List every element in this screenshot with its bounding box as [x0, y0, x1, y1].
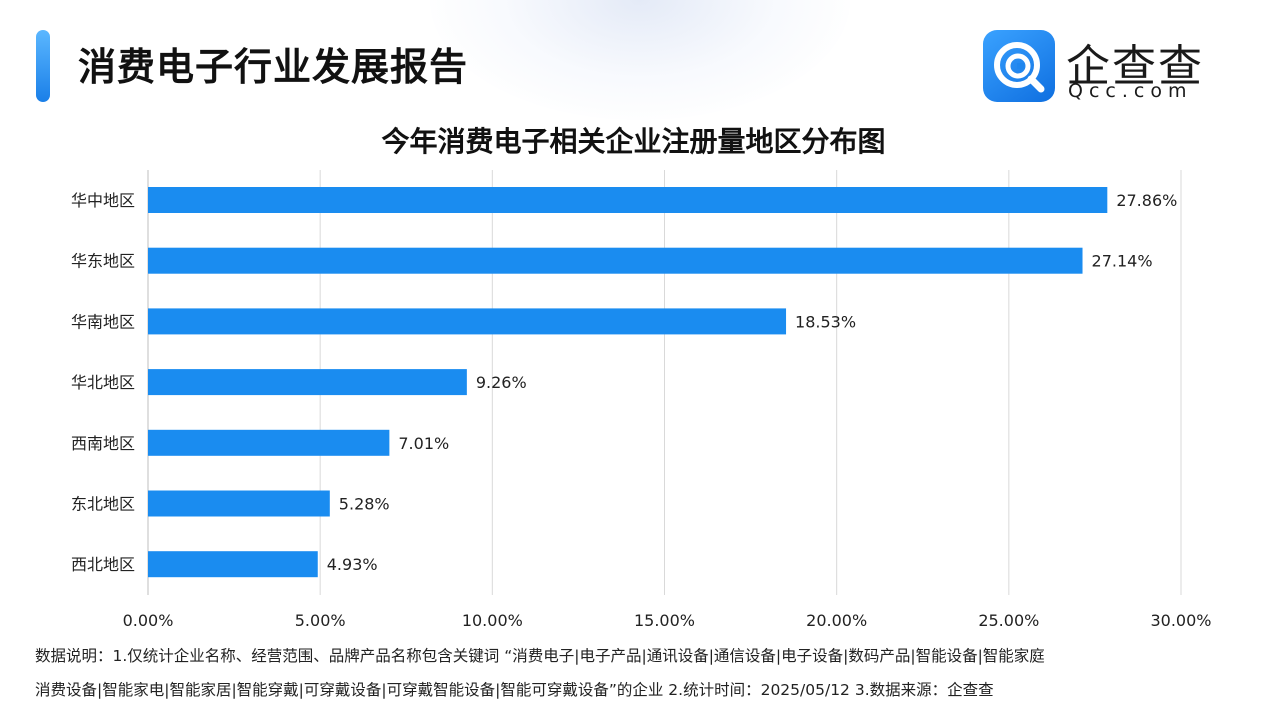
- x-tick-label: 15.00%: [634, 611, 695, 630]
- header-accent-bar: [36, 30, 50, 102]
- category-label: 华北地区: [71, 373, 135, 392]
- logo-domain: Qcc.com: [1068, 80, 1193, 102]
- category-label: 西北地区: [71, 555, 135, 574]
- chart-title: 今年消费电子相关企业注册量地区分布图: [381, 125, 886, 158]
- x-tick-label: 10.00%: [462, 611, 523, 630]
- x-tick-label: 0.00%: [123, 611, 174, 630]
- bar: [148, 490, 330, 517]
- x-tick-label: 30.00%: [1150, 611, 1211, 630]
- data-label: 5.28%: [339, 495, 390, 514]
- data-label: 4.93%: [327, 555, 378, 574]
- qcc-logo-icon: [983, 30, 1055, 102]
- x-tick-label: 5.00%: [295, 611, 346, 630]
- bar: [148, 308, 787, 335]
- category-label: 东北地区: [71, 495, 135, 514]
- data-label: 7.01%: [398, 434, 449, 453]
- data-label: 9.26%: [476, 373, 527, 392]
- bar: [148, 551, 318, 578]
- x-tick-label: 25.00%: [978, 611, 1039, 630]
- x-tick-label: 20.00%: [806, 611, 867, 630]
- report-title: 消费电子行业发展报告: [78, 45, 469, 89]
- logo-name: 企查查: [1066, 41, 1204, 92]
- category-label: 华东地区: [71, 252, 135, 271]
- bar: [148, 187, 1108, 213]
- footnote-line-1: 数据说明：1.仅统计企业名称、经营范围、品牌产品名称包含关键词 “消费电子|电子…: [35, 647, 1045, 665]
- bar: [148, 369, 467, 396]
- category-label: 华中地区: [71, 191, 135, 210]
- data-label: 27.14%: [1092, 252, 1153, 271]
- category-label: 华南地区: [71, 312, 135, 331]
- footnote-line-2: 消费设备|智能家电|智能家居|智能穿戴|可穿戴设备|可穿戴智能设备|智能可穿戴设…: [35, 681, 994, 699]
- category-label: 西南地区: [71, 434, 135, 453]
- bar: [148, 247, 1083, 274]
- data-label: 18.53%: [795, 312, 856, 331]
- data-label: 27.86%: [1116, 191, 1177, 210]
- bar: [148, 429, 390, 456]
